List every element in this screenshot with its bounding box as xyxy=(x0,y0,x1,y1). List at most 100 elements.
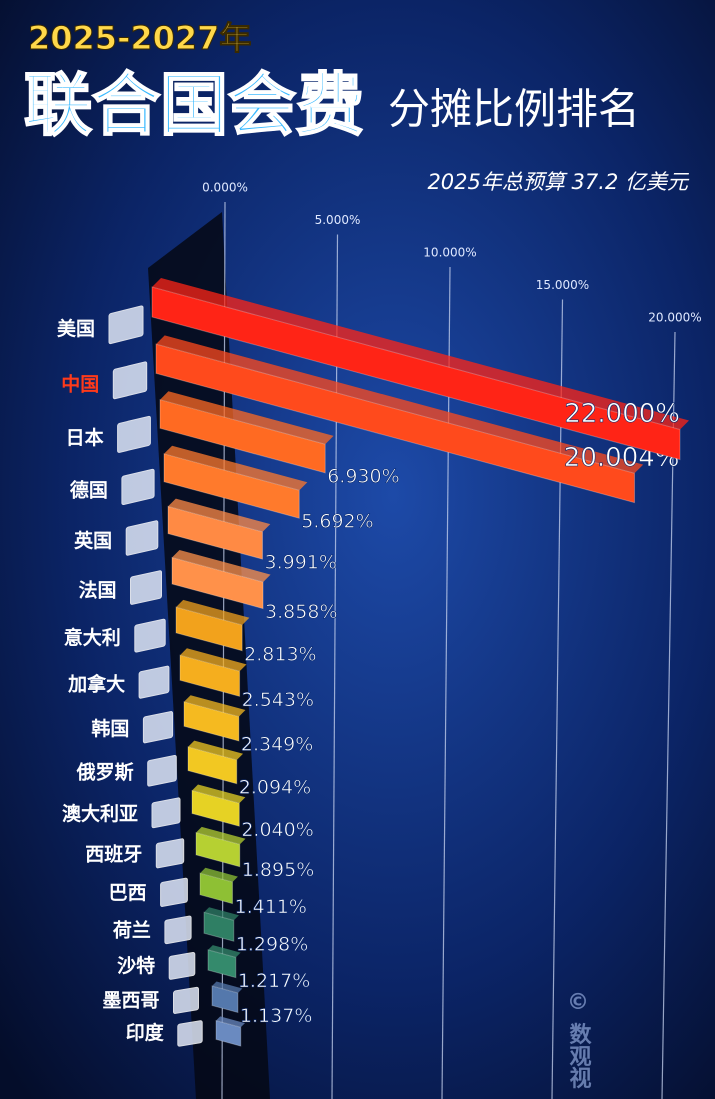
flag xyxy=(155,838,185,869)
category-label: 美国 xyxy=(57,317,95,340)
value-label: 1.217% xyxy=(238,970,310,992)
category-label: 日本 xyxy=(66,426,104,449)
flag xyxy=(164,915,192,945)
bar-top xyxy=(196,826,246,845)
flag xyxy=(117,415,151,453)
title-years: 2025-2027年 xyxy=(28,19,251,57)
category-label: 加拿大 xyxy=(67,672,125,695)
bar xyxy=(183,701,240,742)
flag xyxy=(142,711,174,744)
value-label: 2.543% xyxy=(242,689,314,711)
title-main: 联合国会费 xyxy=(24,67,364,146)
bar-top xyxy=(160,391,334,445)
x-tick-label: 15.000% xyxy=(536,278,589,292)
value-label: 3.858% xyxy=(265,601,337,623)
grid-line xyxy=(441,266,451,1099)
bar-top xyxy=(188,740,244,761)
flag xyxy=(160,877,188,907)
bar-top xyxy=(180,648,247,672)
bar xyxy=(159,399,326,474)
flag xyxy=(108,305,144,345)
bar xyxy=(155,343,635,504)
category-label: 荷兰 xyxy=(113,918,151,941)
x-tick-label: 10.000% xyxy=(423,246,476,260)
value-label: 2.349% xyxy=(241,734,313,756)
grid-line xyxy=(661,331,676,1099)
bar xyxy=(187,746,238,785)
category-label: 墨西哥 xyxy=(102,989,159,1011)
category-label: 印度 xyxy=(126,1021,165,1044)
flag xyxy=(125,520,159,556)
value-label: 2.094% xyxy=(239,776,311,798)
value-label: 22.000% xyxy=(564,399,680,429)
flag xyxy=(112,361,148,400)
value-label: 1.895% xyxy=(242,859,314,881)
bar-top xyxy=(184,695,246,717)
bar xyxy=(203,911,235,942)
bar xyxy=(171,556,264,610)
category-label: 西班牙 xyxy=(85,842,142,865)
category-label: 法国 xyxy=(78,578,116,601)
value-label: 2.040% xyxy=(241,819,313,841)
x-tick-label: 20.000% xyxy=(648,311,701,325)
flag xyxy=(130,570,162,605)
bar-top xyxy=(204,907,239,921)
bar xyxy=(163,453,300,519)
value-label: 1.137% xyxy=(240,1005,312,1027)
category-label: 德国 xyxy=(70,478,108,501)
bar xyxy=(151,286,681,461)
category-label: 中国 xyxy=(61,372,99,395)
flag xyxy=(147,754,177,787)
category-label: 英国 xyxy=(74,529,112,552)
x-tick-label: 0.000% xyxy=(202,181,248,195)
subtitle: 2025年总预算 37.2 亿美元 xyxy=(427,170,690,194)
bar-top xyxy=(212,981,243,993)
title-sub: 分摊比例排名 xyxy=(388,85,640,134)
bar xyxy=(199,872,234,905)
value-label: 1.298% xyxy=(236,934,308,956)
bar-top xyxy=(216,1016,245,1028)
category-label: 俄罗斯 xyxy=(76,760,134,783)
flag xyxy=(177,1020,203,1047)
bar xyxy=(215,1019,242,1047)
category-label: 巴西 xyxy=(109,882,147,904)
bar-top xyxy=(208,945,241,958)
watermark: © 数观视 xyxy=(566,990,592,1090)
bar xyxy=(191,789,240,827)
flag xyxy=(138,665,170,699)
category-label: 意大利 xyxy=(64,626,121,649)
category-label: 沙特 xyxy=(117,955,155,977)
value-label: 5.692% xyxy=(301,511,373,533)
value-label: 2.813% xyxy=(244,643,316,665)
bar-top xyxy=(168,498,271,532)
bar xyxy=(179,654,241,698)
value-label: 6.930% xyxy=(327,465,399,487)
bar xyxy=(175,606,243,652)
x-tick-label: 5.000% xyxy=(315,213,361,227)
flag xyxy=(151,797,181,829)
grid-line xyxy=(331,234,339,1099)
bar xyxy=(167,505,264,560)
bar-top xyxy=(164,445,308,491)
bar-top xyxy=(176,599,250,625)
flag xyxy=(134,618,166,653)
flag xyxy=(121,468,155,506)
flag xyxy=(168,951,196,980)
bar xyxy=(207,949,237,979)
grid-line xyxy=(551,299,564,1099)
bar-top xyxy=(156,335,644,474)
bar xyxy=(211,985,239,1014)
bar-top xyxy=(172,550,271,583)
value-label: 1.411% xyxy=(235,896,307,918)
value-label: 3.991% xyxy=(265,552,337,574)
bar xyxy=(195,831,241,868)
bar-top xyxy=(152,278,689,430)
flag xyxy=(173,986,199,1014)
category-label: 澳大利亚 xyxy=(62,802,138,825)
bar-top xyxy=(200,867,238,882)
bar-top xyxy=(192,784,246,804)
category-label: 韩国 xyxy=(91,717,129,740)
value-label: 20.004% xyxy=(564,443,680,473)
